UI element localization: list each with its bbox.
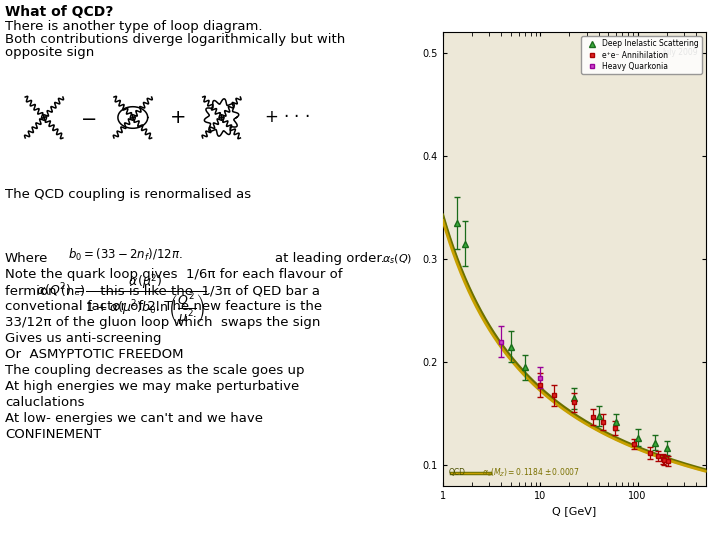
Text: Where: Where [5,252,48,265]
Text: $+$ · · ·: $+$ · · · [264,109,310,126]
Legend: Deep Inelastic Scattering, e⁺e⁻ Annihilation, Heavy Quarkonia: Deep Inelastic Scattering, e⁺e⁻ Annihila… [581,36,702,74]
Text: At low- energies we can't and we have: At low- energies we can't and we have [5,412,263,425]
Text: at leading order.: at leading order. [275,252,384,265]
Text: $+$: $+$ [169,108,185,127]
Text: Note the quark loop gives  1/6π for each flavour of: Note the quark loop gives 1/6π for each … [5,268,343,281]
Text: $-$: $-$ [81,108,96,127]
Text: The QCD coupling is renormalised as: The QCD coupling is renormalised as [5,188,251,201]
Text: Both contributions diverge logarithmically but with: Both contributions diverge logarithmical… [5,33,346,46]
Text: The coupling decreases as the scale goes up: The coupling decreases as the scale goes… [5,364,305,377]
Text: $\alpha_s(M_Z) = 0.1184 \pm 0.0007$: $\alpha_s(M_Z) = 0.1184 \pm 0.0007$ [482,467,580,479]
Text: $\alpha(Q^2) = \dfrac{\alpha(\mu^2)}{1 + \alpha(\mu^2)b_0 \ln\left(\dfrac{Q^2}{\: $\alpha(Q^2) = \dfrac{\alpha(\mu^2)}{1 +… [36,272,212,327]
Text: What of QCD?: What of QCD? [5,5,113,19]
Text: There is another type of loop diagram.: There is another type of loop diagram. [5,20,263,33]
X-axis label: Q [GeV]: Q [GeV] [552,507,596,516]
Text: caluclations: caluclations [5,396,84,409]
Text: convetional factor of 2. The new feacture is the: convetional factor of 2. The new feactur… [5,300,322,313]
Text: At high energies we may make perturbative: At high energies we may make perturbativ… [5,380,300,393]
Text: CONFINEMENT: CONFINEMENT [5,428,102,441]
Y-axis label: $\alpha_s(Q)$: $\alpha_s(Q)$ [382,252,413,266]
Text: opposite sign: opposite sign [5,46,94,59]
Text: Or  ASMYPTOTIC FREEDOM: Or ASMYPTOTIC FREEDOM [5,348,184,361]
Text: 33/12π of the gluon loop which  swaps the sign: 33/12π of the gluon loop which swaps the… [5,316,320,329]
Text: $b_0 = (33-2n_f)/12\pi.$: $b_0 = (33-2n_f)/12\pi.$ [68,247,183,263]
Text: Gives us anti-screening: Gives us anti-screening [5,332,161,345]
Text: fermion (nₑ) – this is like the  1/3π of QED bar a: fermion (nₑ) – this is like the 1/3π of … [5,284,320,297]
Text: QCD: QCD [449,468,466,477]
Text: July 2009: July 2009 [662,48,698,57]
